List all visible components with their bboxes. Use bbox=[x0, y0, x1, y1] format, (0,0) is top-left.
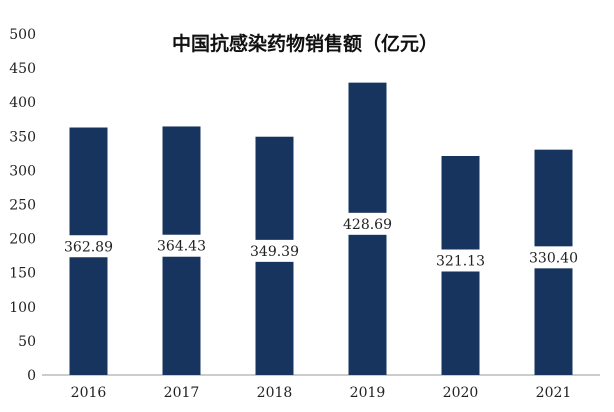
data-label: 362.89 bbox=[64, 239, 113, 255]
data-label: 428.69 bbox=[343, 217, 392, 233]
x-tick-label: 2018 bbox=[257, 385, 293, 401]
bars bbox=[69, 82, 573, 375]
y-tick-label: 50 bbox=[18, 334, 36, 350]
data-label-box bbox=[244, 239, 305, 262]
y-tick-label: 300 bbox=[9, 163, 36, 179]
data-label-box bbox=[523, 246, 584, 269]
data-label: 321.13 bbox=[436, 253, 485, 269]
data-label-box bbox=[58, 235, 119, 258]
y-tick-label: 400 bbox=[9, 95, 36, 111]
data-label: 330.40 bbox=[529, 250, 578, 266]
y-axis: 0 50 100 150 200 250 300 350 400 450 500 bbox=[9, 27, 36, 384]
y-tick-label: 200 bbox=[9, 232, 36, 248]
x-tick-label: 2020 bbox=[443, 385, 479, 401]
x-tick-label: 2021 bbox=[536, 385, 572, 401]
x-tick-label: 2017 bbox=[164, 385, 200, 401]
y-tick-label: 0 bbox=[27, 368, 36, 384]
x-tick-label: 2019 bbox=[350, 385, 386, 401]
chart-title: 中国抗感染药物销售额（亿元） bbox=[172, 32, 438, 55]
data-label-box bbox=[151, 234, 212, 257]
x-tick-label: 2016 bbox=[71, 385, 107, 401]
data-label: 349.39 bbox=[250, 244, 299, 260]
y-tick-label: 250 bbox=[9, 198, 36, 214]
y-tick-label: 450 bbox=[9, 61, 36, 77]
data-label-box bbox=[430, 249, 491, 272]
data-labels: 362.89 364.43 349.39 428.69 321.13 330.40 bbox=[58, 212, 584, 272]
y-tick-label: 150 bbox=[9, 266, 36, 282]
y-tick-label: 100 bbox=[9, 300, 36, 316]
x-axis: 2016 2017 2018 2019 2020 2021 bbox=[42, 374, 600, 401]
y-tick-label: 500 bbox=[9, 27, 36, 43]
data-label-box bbox=[337, 212, 398, 235]
data-label: 364.43 bbox=[157, 239, 206, 255]
y-tick-label: 350 bbox=[9, 129, 36, 145]
